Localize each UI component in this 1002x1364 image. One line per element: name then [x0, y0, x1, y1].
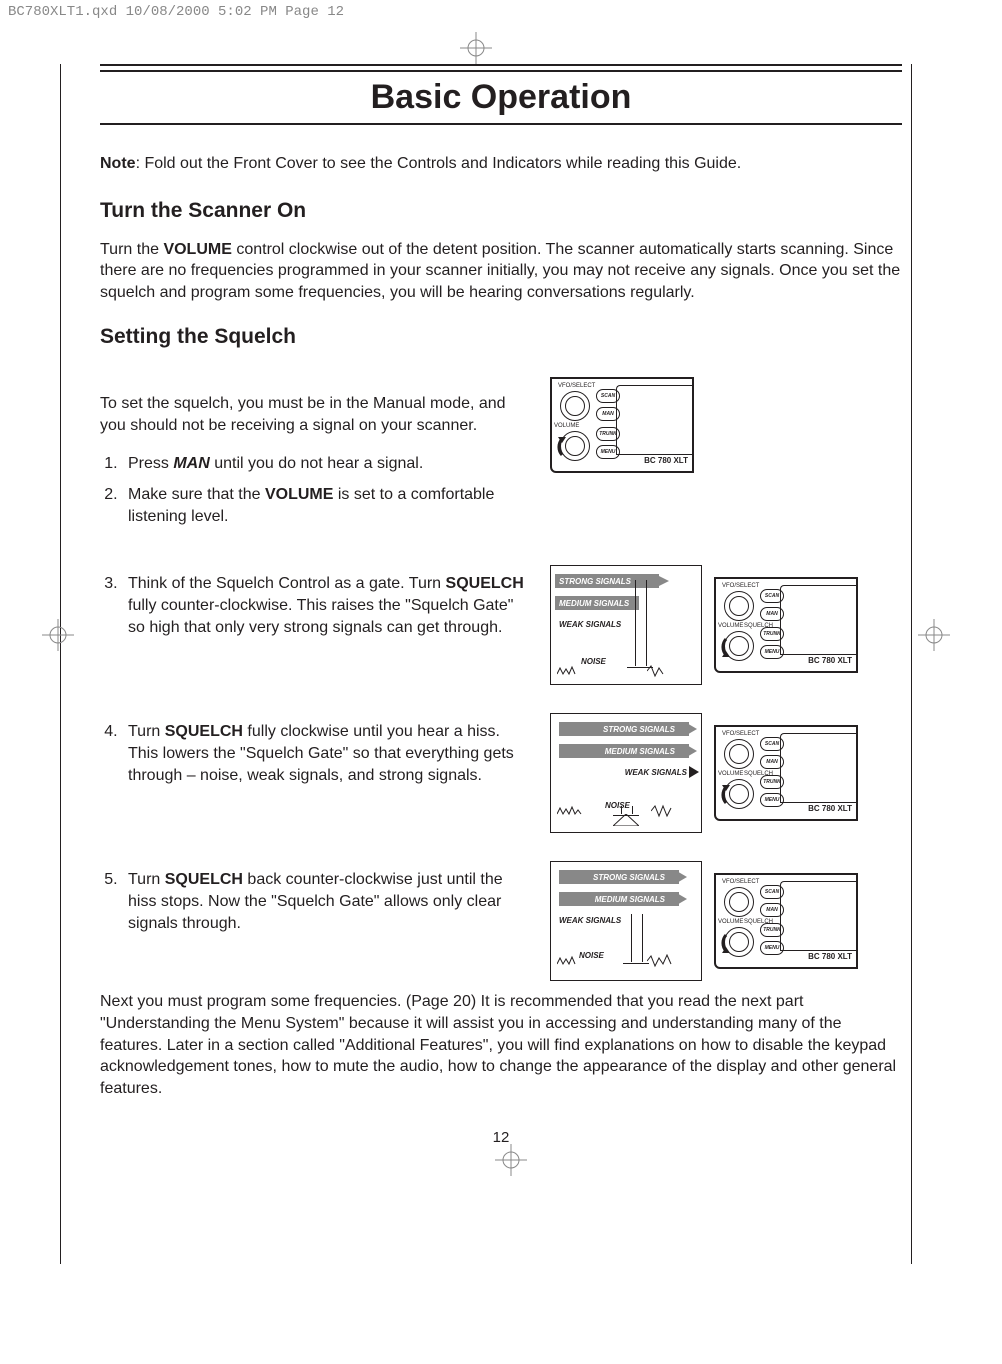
- figure-panel-1: VFO/SELECT VOLUME SCAN MAN TRUNK MENU: [550, 377, 694, 473]
- rotate-cw-arrow-icon: [720, 781, 748, 809]
- strong-bar: STRONG SIGNALS: [559, 870, 679, 884]
- noise-squiggle: [651, 804, 691, 818]
- label-volume: VOLUME: [718, 919, 743, 925]
- step-5-row: Turn SQUELCH back counter-clockwise just…: [100, 861, 902, 981]
- note-paragraph: Note: Fold out the Front Cover to see th…: [100, 153, 902, 175]
- heading-squelch: Setting the Squelch: [100, 325, 902, 349]
- bold-squelch: SQUELCH: [446, 575, 524, 592]
- registration-mark-bottom: [495, 1144, 527, 1176]
- registration-mark-left: [42, 619, 74, 651]
- panel-screen: [780, 733, 856, 803]
- arrow-icon: [675, 870, 687, 884]
- noise-label: NOISE: [579, 951, 604, 960]
- gate-base: [613, 815, 639, 828]
- crop-mark-left: [60, 64, 61, 1264]
- page: Basic Operation Note: Fold out the Front…: [0, 24, 1002, 1186]
- gate-base: [623, 963, 649, 976]
- weak-label: WEAK SIGNALS: [559, 916, 621, 925]
- bold-volume: VOLUME: [265, 486, 333, 503]
- turn-on-paragraph: Turn the VOLUME control clockwise out of…: [100, 239, 902, 304]
- step-1: Press MAN until you do not hear a signal…: [122, 453, 530, 475]
- text: Turn the: [100, 241, 163, 258]
- step-4: Turn SQUELCH fully clockwise until you h…: [122, 721, 530, 786]
- text: Make sure that the: [128, 486, 265, 503]
- noise-squiggle: [647, 664, 687, 678]
- vfo-knob: [724, 739, 754, 769]
- noise-squiggle: [557, 664, 597, 678]
- arrow-icon: [685, 722, 697, 736]
- step-4-row: Turn SQUELCH fully clockwise until you h…: [100, 713, 902, 833]
- model-label: BC 780 XLT: [808, 656, 852, 665]
- label-vfo: VFO/SELECT: [722, 731, 759, 737]
- signal-diagram-mid-gate: STRONG SIGNALS MEDIUM SIGNALS WEAK SIGNA…: [550, 861, 702, 981]
- signal-diagram-high-gate: STRONG SIGNALS MEDIUM SIGNALS WEAK SIGNA…: [550, 565, 702, 685]
- noise-label: NOISE: [605, 801, 630, 810]
- panel-screen: [780, 585, 856, 655]
- medium-bar: MEDIUM SIGNALS: [559, 892, 679, 906]
- label-vfo: VFO/SELECT: [722, 583, 759, 589]
- label-volume: VOLUME: [718, 771, 743, 777]
- page-title: Basic Operation: [100, 70, 902, 125]
- label-vfo: VFO/SELECT: [558, 383, 595, 389]
- text: Think of the Squelch Control as a gate. …: [128, 575, 446, 592]
- arrow-icon: [655, 574, 669, 588]
- step-3: Think of the Squelch Control as a gate. …: [122, 573, 530, 638]
- file-header-meta: BC780XLT1.qxd 10/08/2000 5:02 PM Page 12: [0, 0, 1002, 24]
- step-3-row: Think of the Squelch Control as a gate. …: [100, 565, 902, 685]
- scanner-panel: VFO/SELECT VOLUME SQUELCH SCAN MAN TRUNK…: [714, 577, 858, 673]
- text: fully counter-clockwise. This raises the…: [128, 597, 513, 636]
- strong-bar: STRONG SIGNALS: [559, 722, 689, 736]
- model-label: BC 780 XLT: [808, 804, 852, 813]
- gate-mid: [631, 914, 643, 962]
- scanner-panel: VFO/SELECT VOLUME SQUELCH SCAN MAN TRUNK…: [714, 725, 858, 821]
- scanner-panel: VFO/SELECT VOLUME SCAN MAN TRUNK MENU: [550, 377, 694, 473]
- heading-turn-on: Turn the Scanner On: [100, 199, 902, 223]
- text: Turn: [128, 871, 165, 888]
- rotate-ccw-arrow-icon: [720, 633, 748, 661]
- scanner-panel: VFO/SELECT VOLUME SQUELCH SCAN MAN TRUNK…: [714, 873, 858, 969]
- note-prefix: Note: [100, 155, 136, 172]
- medium-bar: MEDIUM SIGNALS: [555, 596, 639, 610]
- weak-label: WEAK SIGNALS: [625, 768, 687, 777]
- weak-label: WEAK SIGNALS: [559, 620, 621, 629]
- rotate-ccw-arrow-icon: [720, 929, 748, 957]
- rotate-arrow-icon: [556, 433, 584, 461]
- vfo-knob: [560, 391, 590, 421]
- note-body: : Fold out the Front Cover to see the Co…: [136, 155, 742, 172]
- label-volume: VOLUME: [718, 623, 743, 629]
- medium-bar: MEDIUM SIGNALS: [559, 744, 689, 758]
- model-label: BC 780 XLT: [644, 456, 688, 465]
- registration-mark-right: [918, 619, 950, 651]
- text: until you do not hear a signal.: [210, 455, 423, 472]
- bold-volume: VOLUME: [163, 241, 231, 258]
- arrow-icon: [685, 744, 697, 758]
- noise-squiggle: [647, 954, 687, 968]
- bold-squelch: SQUELCH: [165, 723, 243, 740]
- gate-high: [635, 580, 647, 666]
- text: Turn: [128, 723, 165, 740]
- model-label: BC 780 XLT: [808, 952, 852, 961]
- arrow-icon: [689, 766, 699, 778]
- bold-squelch: SQUELCH: [165, 871, 243, 888]
- squelch-intro: To set the squelch, you must be in the M…: [100, 393, 530, 436]
- step-5: Turn SQUELCH back counter-clockwise just…: [122, 869, 530, 934]
- bold-man: MAN: [173, 455, 209, 472]
- crop-mark-right: [911, 64, 912, 1264]
- vfo-knob: [724, 591, 754, 621]
- panel-screen: [780, 881, 856, 951]
- text: Press: [128, 455, 173, 472]
- panel-screen: [616, 385, 692, 455]
- vfo-knob: [724, 887, 754, 917]
- label-volume: VOLUME: [554, 423, 579, 429]
- intro-row: To set the squelch, you must be in the M…: [100, 377, 902, 537]
- step-2: Make sure that the VOLUME is set to a co…: [122, 484, 530, 527]
- arrow-icon: [675, 892, 687, 906]
- signal-diagram-low-gate: STRONG SIGNALS MEDIUM SIGNALS WEAK SIGNA…: [550, 713, 702, 833]
- registration-mark-top: [460, 32, 492, 64]
- closing-paragraph: Next you must program some frequencies. …: [100, 991, 902, 1099]
- label-vfo: VFO/SELECT: [722, 879, 759, 885]
- noise-label: NOISE: [581, 657, 606, 666]
- noise-squiggle: [557, 804, 591, 818]
